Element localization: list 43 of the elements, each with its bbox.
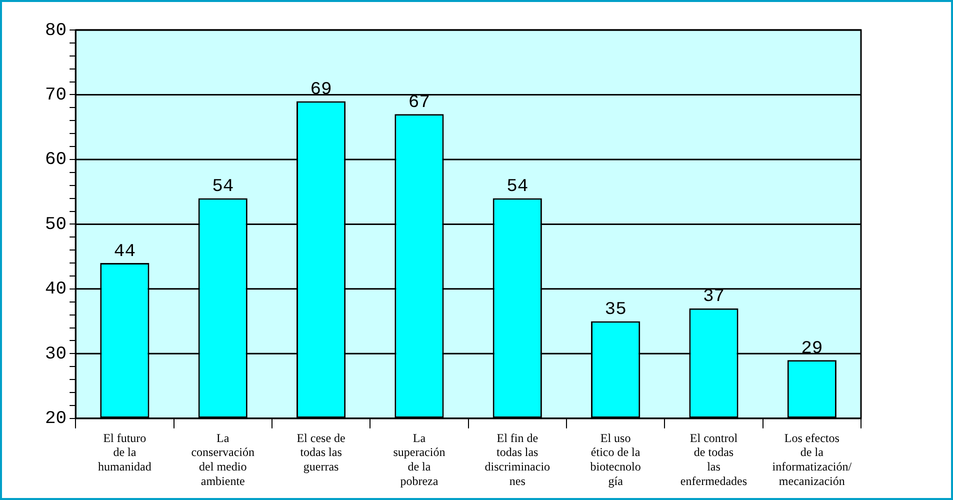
category-label: informatización/ xyxy=(772,460,852,474)
data-label: 54 xyxy=(506,177,528,198)
category-label: Los efectos xyxy=(784,430,840,445)
category-label: ambiente xyxy=(200,474,245,488)
category-label: las xyxy=(707,460,720,474)
category-label: gía xyxy=(608,474,623,488)
category-label: La xyxy=(412,430,426,445)
y-tick-label: 20 xyxy=(44,409,67,430)
category-label: enfermedades xyxy=(680,474,748,488)
category-label: El control xyxy=(690,430,738,445)
category-label: El uso xyxy=(600,430,631,445)
y-tick-label: 30 xyxy=(44,344,67,364)
category-label: La xyxy=(216,430,230,445)
y-tick-label: 70 xyxy=(44,86,67,106)
data-label: 29 xyxy=(801,338,823,359)
category-label: guerras xyxy=(303,460,339,474)
category-label: de la xyxy=(113,445,136,460)
category-label: biotecnolo xyxy=(590,460,641,474)
category-label: todas las xyxy=(300,445,342,460)
category-label: El fin de xyxy=(496,430,538,445)
y-tick-label: 50 xyxy=(44,214,67,235)
category-label: mecanización xyxy=(778,474,845,488)
y-tick-label: 80 xyxy=(44,20,67,41)
data-label: 69 xyxy=(310,80,332,100)
category-label: ético de la xyxy=(590,445,640,460)
data-label: 54 xyxy=(212,177,234,198)
category-label: humanidad xyxy=(98,460,152,474)
y-tick-label: 40 xyxy=(44,280,67,300)
category-label: de la xyxy=(408,460,431,474)
category-label: todas las xyxy=(496,445,538,460)
category-label: discriminacio xyxy=(484,460,550,474)
category-label: pobreza xyxy=(400,474,438,488)
y-tick-label: 60 xyxy=(44,150,67,170)
category-label: superación xyxy=(393,445,446,460)
category-label: nes xyxy=(509,474,526,488)
category-label: de la xyxy=(800,445,824,460)
data-label: 44 xyxy=(114,242,136,262)
category-label: de todas xyxy=(694,445,734,460)
category-label: El cese de xyxy=(296,430,346,445)
data-label: 35 xyxy=(604,300,626,320)
category-label: conservación xyxy=(191,445,255,460)
category-label: del medio xyxy=(199,460,247,474)
category-label: El futuro xyxy=(103,430,146,445)
